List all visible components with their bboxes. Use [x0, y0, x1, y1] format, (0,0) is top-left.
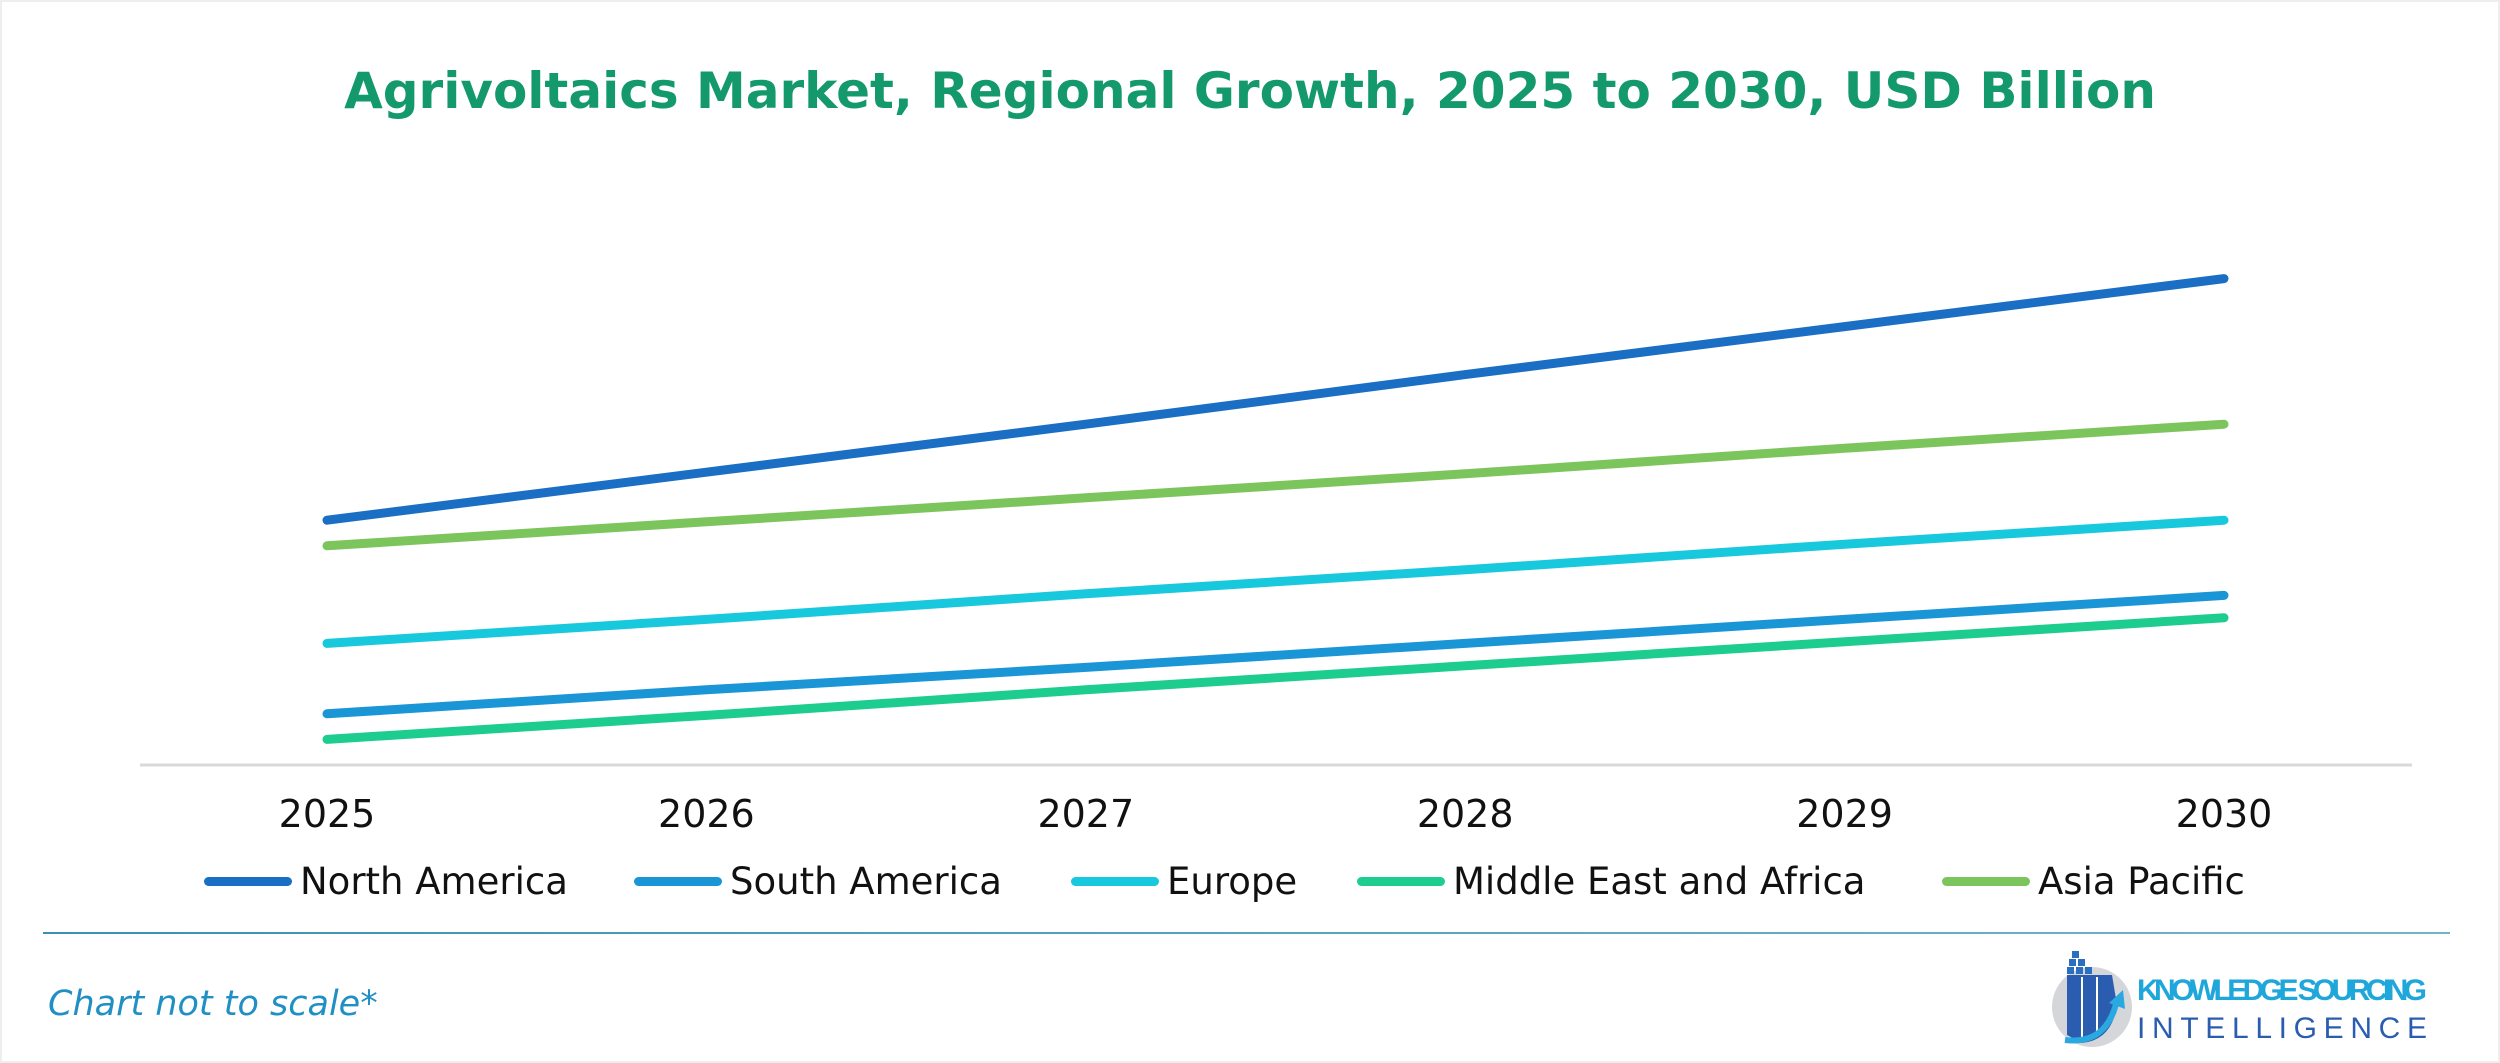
series-line-middle-east-and-africa: [322, 613, 2229, 744]
legend-swatch: [634, 877, 722, 886]
x-tick-label: 2025: [278, 792, 376, 836]
legend-label: Asia Pacific: [2038, 860, 2245, 903]
x-tick-label: 2029: [1796, 792, 1893, 836]
legend-swatch: [204, 877, 292, 886]
x-tick-label: 2026: [658, 792, 755, 836]
legend-swatch: [1071, 877, 1159, 886]
x-tick-label: 2027: [1037, 792, 1135, 836]
series-line-north-america: [322, 274, 2229, 525]
logo-text-line2: INTELLIGENCE: [2137, 1012, 2427, 1045]
legend-label: Europe: [1167, 860, 1298, 903]
legend-swatch: [1357, 877, 1445, 886]
legend-item: South America: [634, 860, 1002, 903]
legend-label: Middle East and Africa: [1453, 860, 1866, 903]
legend-item: Asia Pacific: [1942, 860, 2245, 903]
series-line-europe: [322, 515, 2229, 648]
legend-item: North America: [204, 860, 568, 903]
logo-text-line1: KNOWLEDGE SOURCING: [2137, 974, 2427, 1007]
legend-item: Middle East and Africa: [1357, 860, 1865, 903]
chart-note: Chart not to scale*: [48, 984, 378, 1024]
chart-title: Agrivoltaics Market, Regional Growth, 20…: [344, 62, 2156, 120]
legend-item: Europe: [1071, 860, 1297, 903]
series-line-south-america: [322, 590, 2229, 719]
legend-label: South America: [730, 860, 1002, 903]
legend-swatch: [1942, 877, 2030, 886]
x-tick-label: 2030: [2175, 792, 2273, 836]
company-logo: KNOWLEDGE SOURCING INTELLIGENCE: [2052, 951, 2427, 1047]
x-tick-label: 2028: [1416, 792, 1514, 836]
series-line-asia-pacific: [322, 419, 2229, 551]
legend-label: North America: [300, 860, 568, 903]
footer-divider: [43, 932, 2450, 934]
